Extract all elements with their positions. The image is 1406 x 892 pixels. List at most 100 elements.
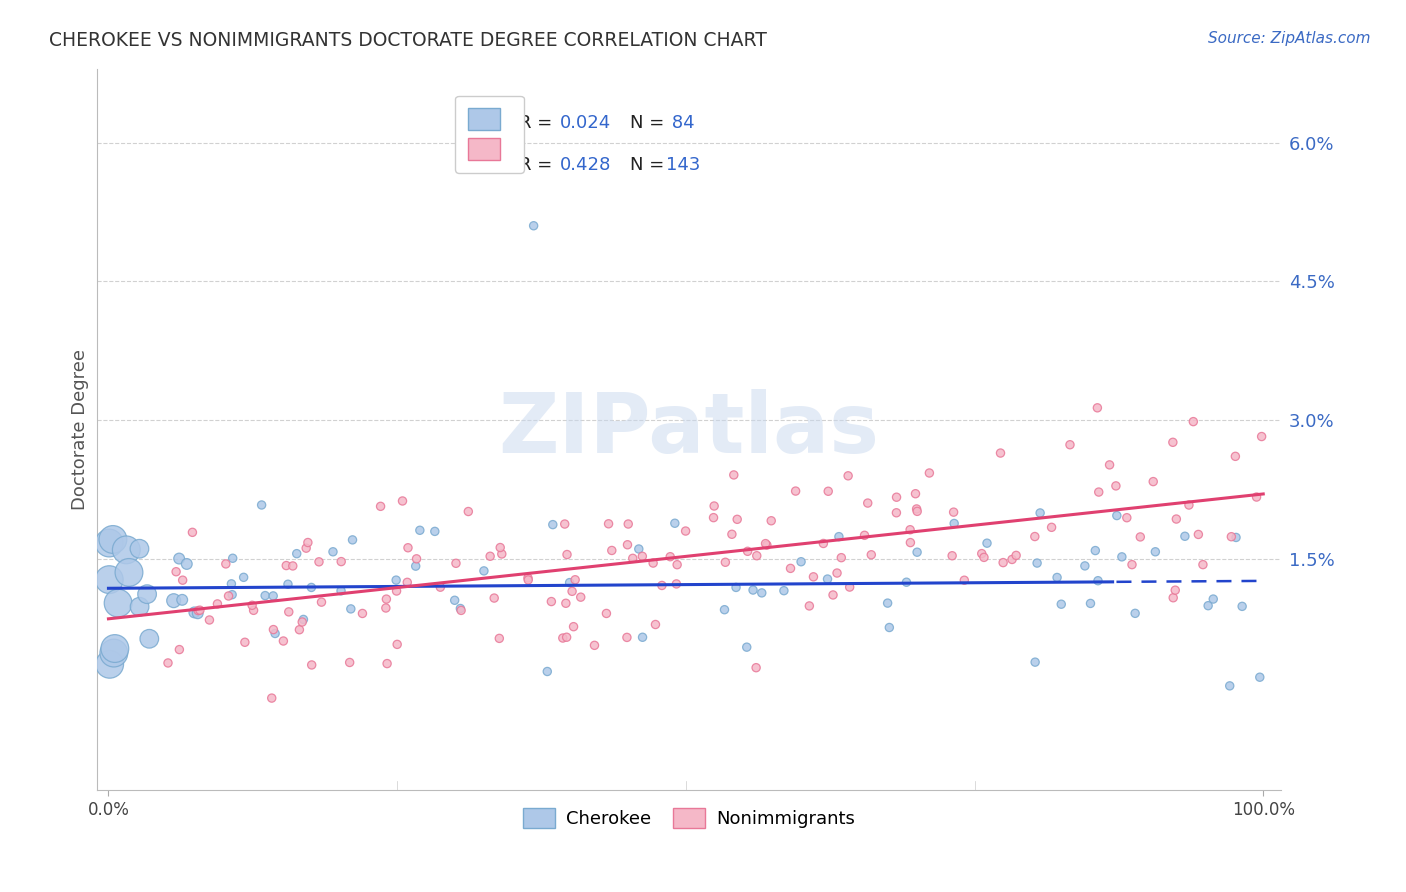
- Point: [107, 596, 129, 610]
- Point: [745, 661, 768, 675]
- Point: [1192, 558, 1215, 572]
- Point: [165, 565, 187, 579]
- Point: [385, 584, 408, 599]
- Point: [488, 632, 510, 646]
- Point: [558, 575, 581, 590]
- Point: [136, 587, 159, 601]
- Point: [128, 599, 150, 614]
- Point: [1250, 429, 1272, 443]
- Point: [172, 573, 194, 587]
- Point: [598, 516, 620, 531]
- Text: Source: ZipAtlas.com: Source: ZipAtlas.com: [1208, 31, 1371, 46]
- Point: [163, 593, 186, 607]
- Point: [1024, 530, 1046, 544]
- Point: [301, 657, 323, 672]
- Text: 0.024: 0.024: [560, 114, 612, 132]
- Point: [222, 551, 245, 566]
- Point: [1059, 438, 1081, 452]
- Point: [98, 536, 121, 550]
- Point: [554, 516, 576, 531]
- Point: [1182, 415, 1205, 429]
- Point: [221, 577, 243, 591]
- Point: [450, 603, 472, 617]
- Point: [990, 446, 1012, 460]
- Point: [292, 612, 315, 626]
- Point: [755, 538, 778, 552]
- Point: [405, 559, 427, 574]
- Point: [444, 557, 467, 571]
- Point: [291, 615, 314, 629]
- Point: [745, 549, 768, 563]
- Point: [1144, 545, 1167, 559]
- Point: [1105, 508, 1128, 523]
- Point: [724, 581, 747, 595]
- Point: [551, 631, 574, 645]
- Point: [664, 516, 686, 531]
- Point: [860, 548, 883, 562]
- Point: [754, 536, 776, 550]
- Point: [396, 575, 419, 590]
- Point: [181, 525, 204, 540]
- Point: [207, 597, 229, 611]
- Point: [449, 601, 471, 615]
- Point: [98, 657, 121, 672]
- Point: [713, 603, 735, 617]
- Point: [523, 219, 546, 233]
- Point: [1161, 591, 1184, 605]
- Point: [482, 591, 505, 605]
- Point: [799, 599, 821, 613]
- Point: [1115, 510, 1137, 524]
- Point: [308, 555, 330, 569]
- Text: 84: 84: [666, 114, 695, 132]
- Point: [675, 524, 697, 538]
- Point: [631, 630, 654, 644]
- Point: [273, 634, 295, 648]
- Point: [138, 632, 160, 646]
- Point: [665, 577, 688, 591]
- Point: [277, 577, 299, 591]
- Point: [991, 556, 1014, 570]
- Point: [600, 543, 623, 558]
- Point: [536, 665, 558, 679]
- Point: [1087, 574, 1109, 588]
- Point: [1105, 479, 1128, 493]
- Point: [311, 595, 333, 609]
- Point: [1080, 596, 1102, 610]
- Point: [735, 640, 758, 655]
- Point: [128, 541, 150, 556]
- Point: [1087, 485, 1109, 500]
- Point: [561, 584, 583, 599]
- Point: [905, 545, 928, 559]
- Point: [1164, 583, 1187, 598]
- Point: [813, 536, 835, 550]
- Point: [264, 626, 287, 640]
- Point: [751, 586, 773, 600]
- Point: [1005, 549, 1028, 563]
- Point: [375, 657, 398, 671]
- Point: [651, 578, 673, 592]
- Point: [260, 691, 283, 706]
- Point: [583, 638, 606, 652]
- Point: [595, 607, 617, 621]
- Point: [1187, 527, 1209, 541]
- Point: [276, 558, 298, 573]
- Point: [540, 594, 562, 608]
- Point: [233, 635, 256, 649]
- Point: [167, 551, 190, 566]
- Point: [1225, 531, 1247, 545]
- Point: [666, 558, 689, 572]
- Point: [339, 656, 361, 670]
- Point: [886, 490, 908, 504]
- Point: [277, 605, 299, 619]
- Point: [1029, 506, 1052, 520]
- Point: [779, 561, 801, 575]
- Point: [1220, 530, 1243, 544]
- Point: [396, 541, 419, 555]
- Point: [973, 550, 995, 565]
- Point: [761, 514, 783, 528]
- Point: [905, 504, 928, 518]
- Point: [103, 646, 125, 660]
- Point: [385, 637, 408, 651]
- Point: [1001, 552, 1024, 566]
- Point: [240, 599, 263, 613]
